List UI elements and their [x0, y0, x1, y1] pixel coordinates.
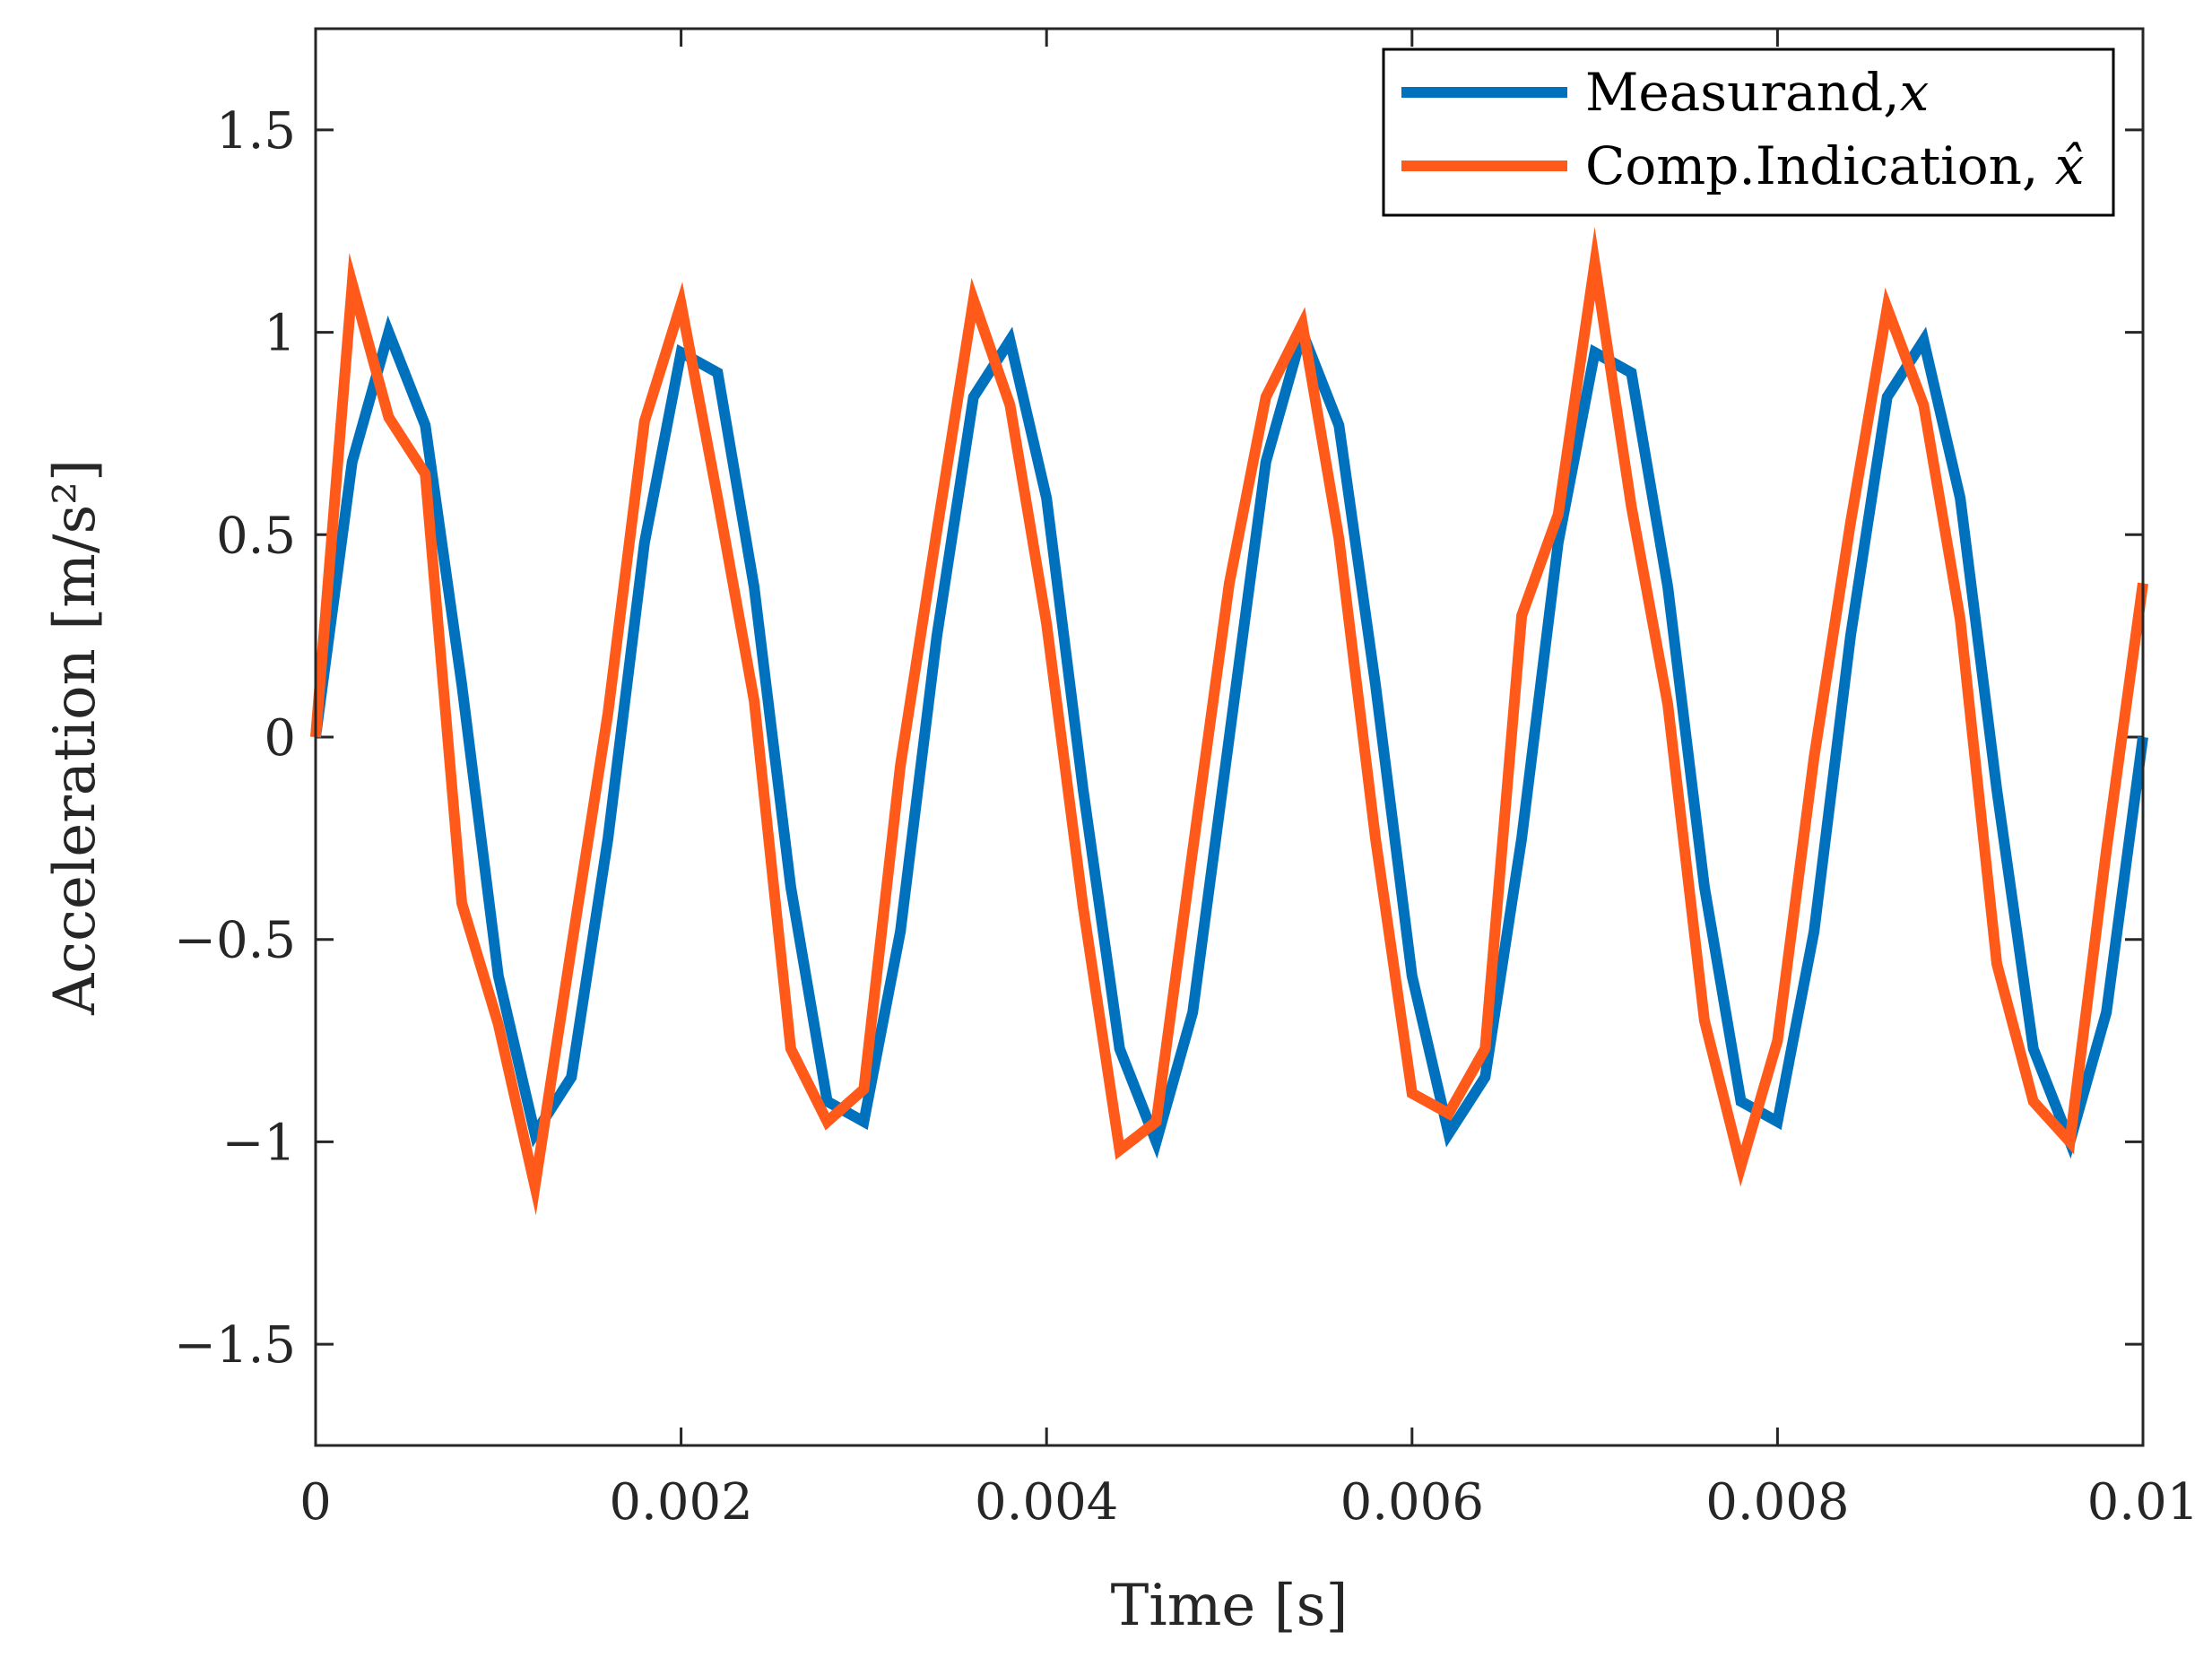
y-axis-label: Acceleration [m/s²] [42, 459, 108, 1016]
x-tick-label: 0.01 [2087, 1473, 2199, 1532]
legend-label-comp-indication: Comp.Indication, x̂ [1585, 135, 2085, 196]
legend-label-measurand-name: Measurand, [1585, 62, 1900, 123]
series-line-comp-indication [310, 226, 2148, 1216]
y-tick-label: 0 [264, 709, 296, 768]
legend-label-comp-indication-symbol: x̂ [2055, 135, 2085, 196]
series-layer [310, 226, 2148, 1216]
x-tick-label: 0.008 [1705, 1473, 1849, 1532]
x-tick-label: 0.004 [975, 1473, 1118, 1532]
tick-labels-layer: 0 0.002 0.004 0.006 0.008 0.01 −1.5 −1 −0.5 0 0.5 1… [174, 102, 2199, 1532]
series-line-measurand [310, 315, 2148, 1159]
y-tick-label: 1.5 [216, 102, 296, 161]
x-tick-label: 0 [299, 1473, 332, 1532]
x-tick-label: 0.002 [609, 1473, 752, 1532]
legend-label-comp-indication-name: Comp.Indication, [1585, 135, 2055, 196]
legend: Measurand,x Comp.Indication, x̂ [1382, 48, 2115, 217]
legend-box [1382, 48, 2115, 217]
y-tick-label: −0.5 [174, 912, 296, 970]
y-tick-label: −1.5 [174, 1316, 296, 1375]
x-tick-label: 0.006 [1340, 1473, 1484, 1532]
legend-label-measurand: Measurand,x [1585, 62, 1929, 123]
y-tick-label: −1 [221, 1114, 296, 1172]
legend-label-measurand-symbol: x [1900, 62, 1930, 123]
axes-frame [314, 27, 2145, 1447]
y-tick-label: 0.5 [216, 507, 296, 565]
x-axis-label: Time [s] [1111, 1573, 1349, 1639]
y-tick-label: 1 [264, 305, 296, 363]
